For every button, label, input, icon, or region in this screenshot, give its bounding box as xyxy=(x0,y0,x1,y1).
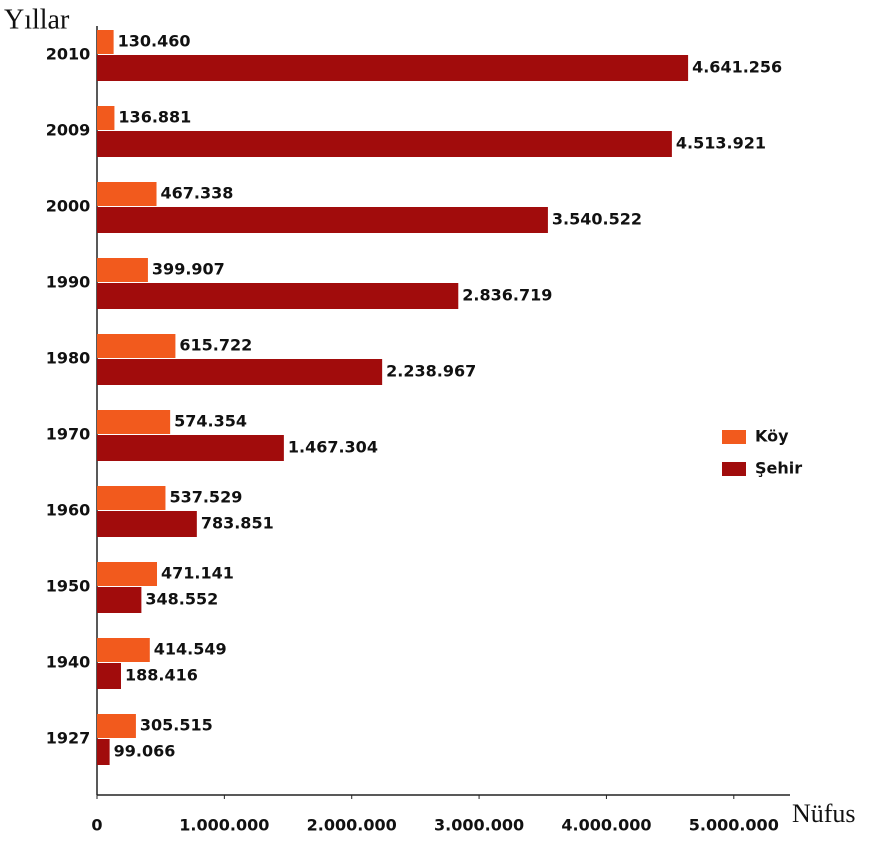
bar xyxy=(97,334,176,358)
bar xyxy=(97,359,383,385)
value-label: 537.529 xyxy=(169,488,242,507)
y-axis-label: Yıllar xyxy=(4,4,70,35)
bar xyxy=(97,638,150,662)
y-tick-label: 1927 xyxy=(46,729,91,748)
bar xyxy=(97,258,148,282)
y-tick-label: 2009 xyxy=(46,121,91,140)
bar xyxy=(97,739,110,765)
value-label: 399.907 xyxy=(152,260,225,279)
value-label: 305.515 xyxy=(140,716,213,735)
value-label: 574.354 xyxy=(174,412,247,431)
value-label: 414.549 xyxy=(154,640,227,659)
bar xyxy=(97,714,136,738)
bar xyxy=(97,283,459,309)
value-label: 471.141 xyxy=(161,564,234,583)
bar xyxy=(97,562,158,586)
y-tick-label: 1960 xyxy=(46,501,91,520)
y-tick-label: 1970 xyxy=(46,425,91,444)
x-tick-label: 1.000.000 xyxy=(179,816,269,835)
bar xyxy=(97,435,284,461)
value-label: 3.540.522 xyxy=(552,210,642,229)
bar xyxy=(97,486,166,510)
value-label: 467.338 xyxy=(161,184,234,203)
x-tick-label: 4.000.000 xyxy=(561,816,651,835)
value-label: 136.881 xyxy=(118,108,191,127)
legend-label: Şehir xyxy=(755,459,802,478)
value-label: 615.722 xyxy=(179,336,252,355)
bar xyxy=(97,131,672,157)
x-tick-label: 5.000.000 xyxy=(689,816,779,835)
value-label: 99.066 xyxy=(114,742,176,761)
x-tick-label: 3.000.000 xyxy=(434,816,524,835)
y-tick-label: 2010 xyxy=(46,45,91,64)
value-label: 188.416 xyxy=(125,666,198,685)
bar xyxy=(97,410,171,434)
bar xyxy=(97,55,689,81)
y-tick-label: 1990 xyxy=(46,273,91,292)
legend-swatch xyxy=(722,430,746,444)
bar xyxy=(97,106,115,130)
legend-swatch xyxy=(722,462,746,476)
x-tick-label: 2.000.000 xyxy=(307,816,397,835)
y-tick-label: 1950 xyxy=(46,577,91,596)
y-tick-label: 1940 xyxy=(46,653,91,672)
legend-label: Köy xyxy=(755,427,789,446)
value-label: 783.851 xyxy=(201,514,274,533)
bar xyxy=(97,207,548,233)
y-tick-label: 1980 xyxy=(46,349,91,368)
value-label: 1.467.304 xyxy=(288,438,378,457)
x-axis-label: Nüfus xyxy=(792,799,856,828)
bar xyxy=(97,30,114,54)
value-label: 4.513.921 xyxy=(676,134,766,153)
bar xyxy=(97,511,197,537)
bar xyxy=(97,587,142,613)
value-label: 130.460 xyxy=(118,32,191,51)
value-label: 2.836.719 xyxy=(462,286,552,305)
bar xyxy=(97,663,121,689)
value-label: 2.238.967 xyxy=(386,362,476,381)
value-label: 348.552 xyxy=(145,590,218,609)
bar xyxy=(97,182,157,206)
value-label: 4.641.256 xyxy=(692,58,782,77)
y-tick-label: 2000 xyxy=(46,197,91,216)
x-tick-label: 0 xyxy=(91,816,102,835)
